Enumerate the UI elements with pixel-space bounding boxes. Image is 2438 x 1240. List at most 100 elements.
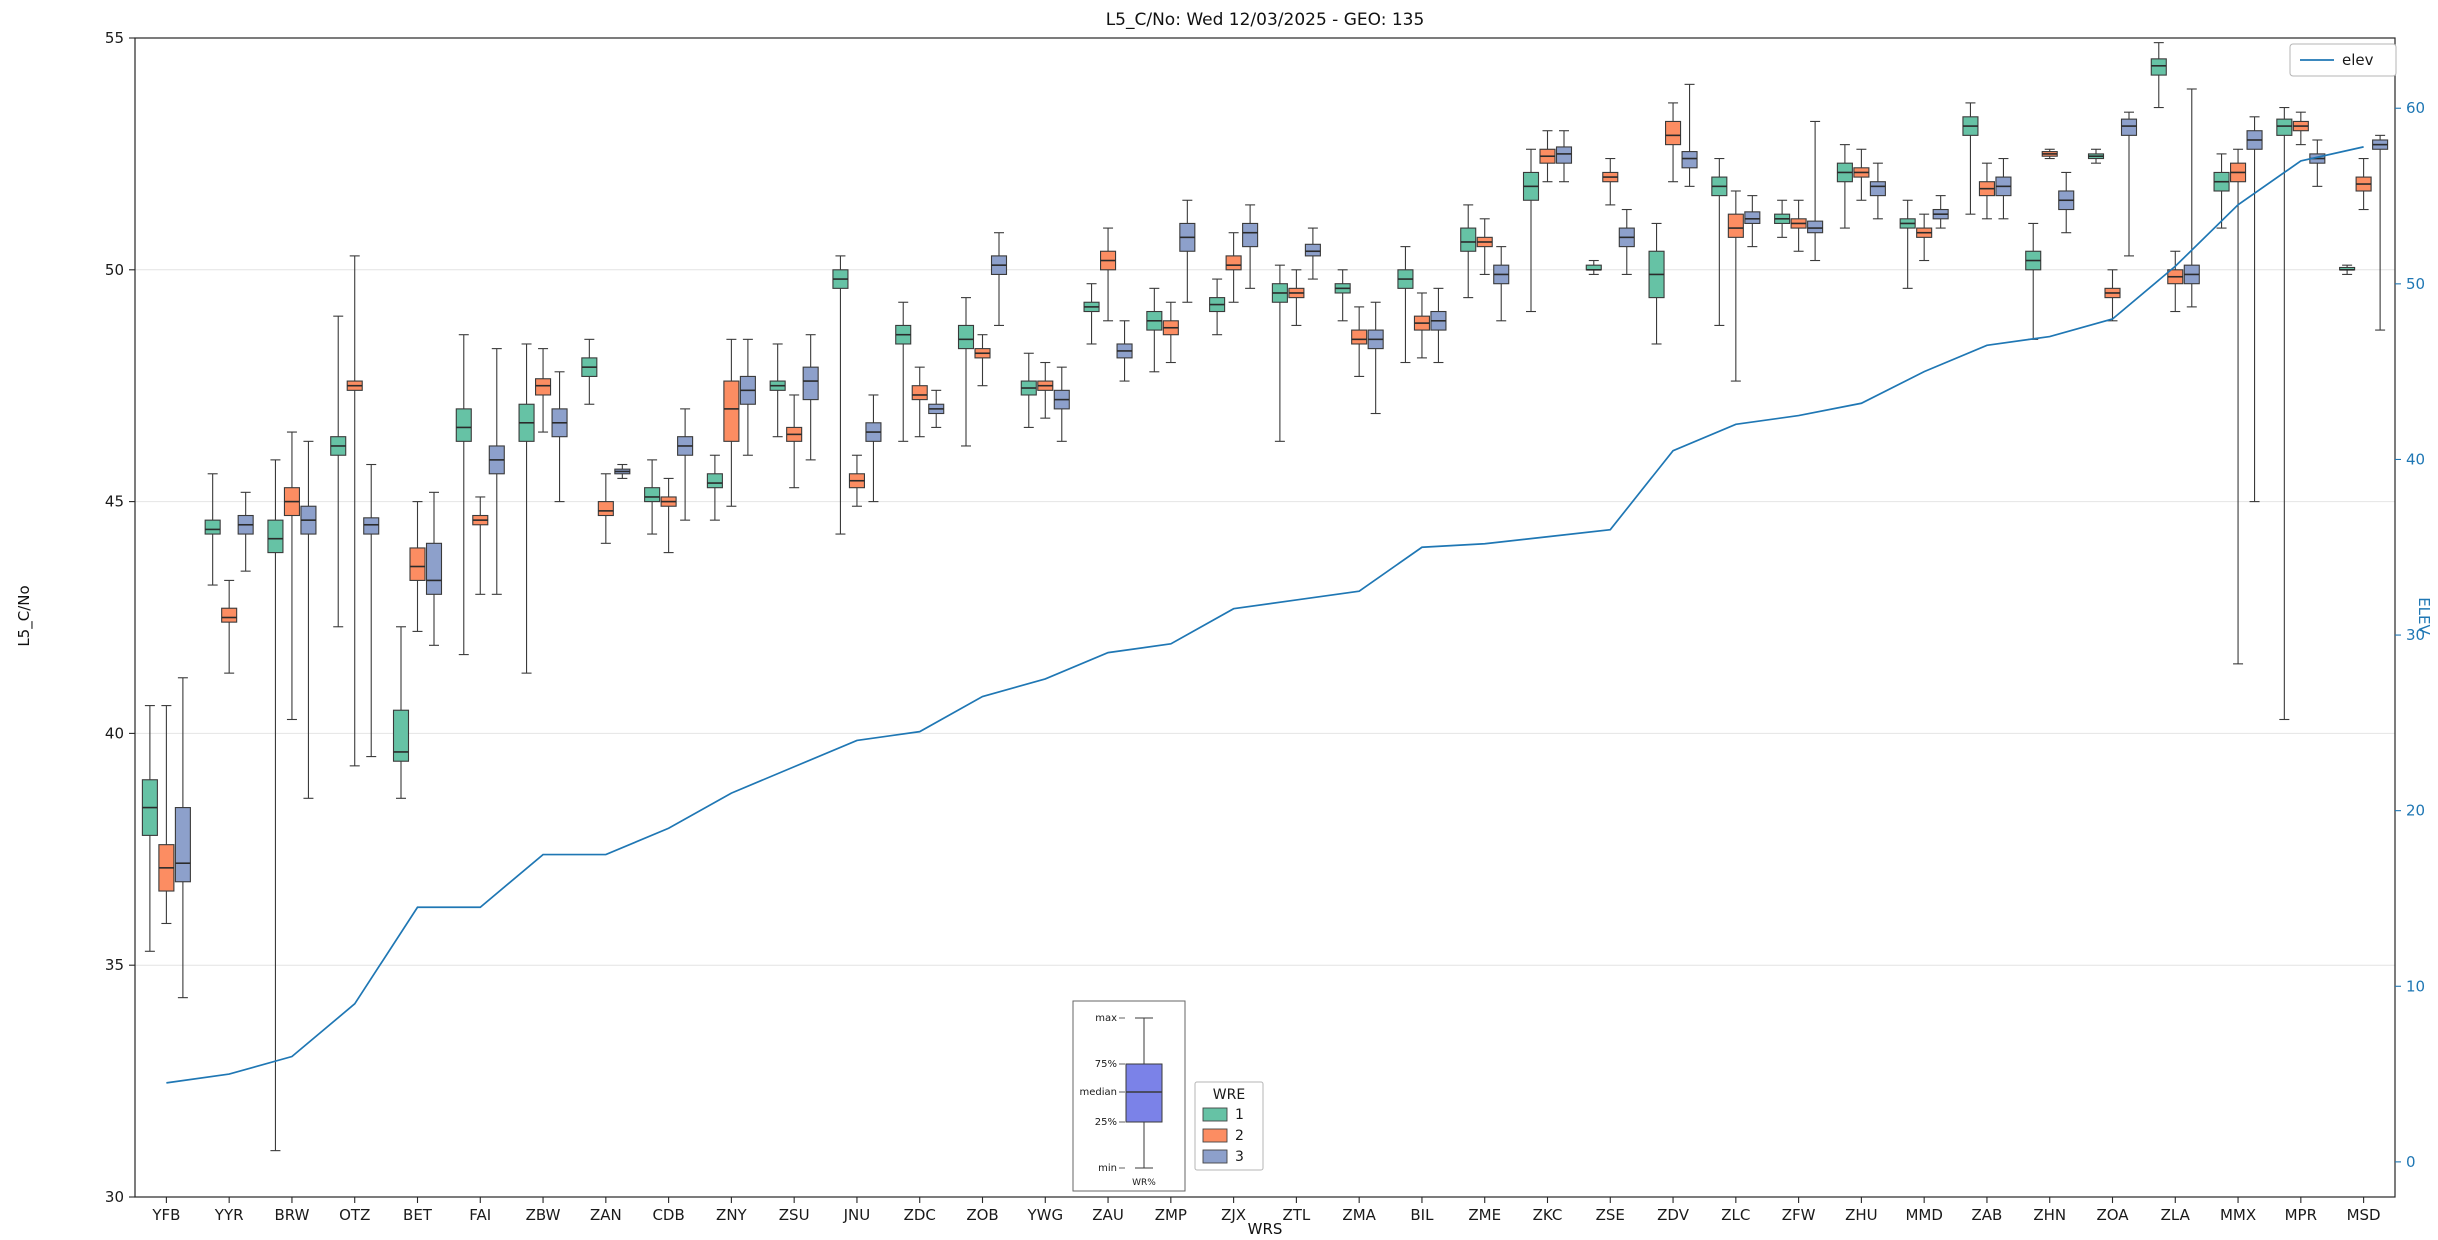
box-ZDV-wre2 bbox=[1665, 102, 1682, 183]
box-ZOA-wre3 bbox=[2120, 111, 2138, 257]
box-YFB-wre1 bbox=[141, 705, 158, 952]
box-ZDV-wre1 bbox=[1648, 222, 1665, 345]
box-ZAN-wre2 bbox=[597, 473, 614, 544]
box-BET-wre1 bbox=[392, 626, 410, 799]
x-tick-label: BRW bbox=[274, 1206, 309, 1224]
box-ZMA-wre2 bbox=[1351, 306, 1368, 377]
box-ZHN-wre1 bbox=[2025, 222, 2042, 340]
elev-legend: elev bbox=[2289, 43, 2397, 77]
box-ZOB-wre3 bbox=[990, 232, 1008, 326]
x-tick-label: MSD bbox=[2347, 1206, 2381, 1224]
box-ZKC-wre2 bbox=[1539, 130, 1556, 183]
box-ZOB-wre1 bbox=[957, 297, 975, 447]
x-tick-label: ZME bbox=[1468, 1206, 1501, 1224]
x-tick-label: ZMP bbox=[1155, 1206, 1187, 1224]
box-BIL-wre1 bbox=[1397, 246, 1414, 364]
x-tick-label: ZSU bbox=[779, 1206, 810, 1224]
wre-legend-swatch-2 bbox=[1202, 1128, 1228, 1143]
elev-legend-label: elev bbox=[2342, 51, 2374, 69]
wre-legend-swatch-3 bbox=[1202, 1149, 1228, 1164]
box-ZFW-wre2 bbox=[1790, 199, 1807, 252]
wre-series-2 bbox=[158, 102, 2372, 925]
left-tick-label: 50 bbox=[105, 261, 124, 279]
left-axis: 30 35 40 45 50 55 bbox=[105, 29, 135, 1206]
right-tick-label: 40 bbox=[2406, 450, 2425, 468]
x-tick-label: ZOA bbox=[2096, 1206, 2129, 1224]
wre-legend-swatch-1 bbox=[1202, 1107, 1228, 1122]
x-tick-label: ZHU bbox=[1845, 1206, 1878, 1224]
x-tick-label: YWG bbox=[1026, 1206, 1063, 1224]
x-tick-label: YFB bbox=[151, 1206, 180, 1224]
box-ZKC-wre3 bbox=[1555, 130, 1573, 183]
box-ZFW-wre1 bbox=[1774, 199, 1791, 238]
x-tick-label: ZDV bbox=[1657, 1206, 1690, 1224]
x-tick-label: ZLC bbox=[1721, 1206, 1750, 1224]
box-YYR-wre2 bbox=[221, 579, 238, 674]
left-tick-label: 40 bbox=[105, 724, 124, 742]
box-FAI-wre1 bbox=[455, 334, 472, 656]
box-CDB-wre3 bbox=[677, 408, 694, 521]
box-YFB-wre3 bbox=[174, 677, 191, 999]
box-ZDV-wre3 bbox=[1681, 83, 1698, 187]
box-JNU-wre1 bbox=[832, 255, 849, 535]
elev-line bbox=[166, 146, 2364, 1084]
box-ZMP-wre2 bbox=[1162, 301, 1179, 364]
box-OTZ-wre1 bbox=[330, 315, 347, 628]
box-ZHU-wre1 bbox=[1836, 144, 1853, 229]
box-OTZ-wre3 bbox=[363, 463, 380, 758]
inset-label: median bbox=[1080, 1087, 1118, 1098]
x-tick-label: ZDC bbox=[904, 1206, 936, 1224]
box-ZSE-wre1 bbox=[1585, 259, 1602, 275]
box-ZNY-wre2 bbox=[723, 338, 740, 507]
box-ZDC-wre2 bbox=[911, 366, 928, 438]
x-tick-label: ZAU bbox=[1092, 1206, 1124, 1224]
x-tick-label: JNU bbox=[843, 1206, 871, 1224]
wre-legend: WRE 1 2 3 bbox=[1194, 1081, 1264, 1171]
box-MMX-wre1 bbox=[2213, 153, 2230, 229]
box-MSD-wre3 bbox=[2372, 134, 2389, 331]
box-ZHU-wre3 bbox=[1869, 162, 1886, 220]
x-tick-label: ZAB bbox=[1972, 1206, 2003, 1224]
box-ZAU-wre2 bbox=[1100, 227, 1117, 322]
box-ZHN-wre3 bbox=[2058, 171, 2075, 234]
box-ZFW-wre3 bbox=[1807, 120, 1824, 262]
box-OTZ-wre2 bbox=[346, 255, 363, 767]
box-MMD-wre1 bbox=[1899, 199, 1916, 289]
box-BRW-wre2 bbox=[283, 431, 300, 721]
box-ZOA-wre2 bbox=[2104, 269, 2121, 322]
left-tick-label: 55 bbox=[105, 29, 124, 47]
wre-legend-label: 1 bbox=[1235, 1107, 1244, 1123]
right-y-axis-label: ELEV bbox=[2415, 597, 2433, 635]
inset-label: min bbox=[1098, 1163, 1117, 1174]
box-ZNY-wre3 bbox=[739, 338, 756, 456]
wre-legend-title: WRE bbox=[1213, 1087, 1245, 1103]
box-ZJX-wre3 bbox=[1242, 204, 1259, 289]
box-ZSE-wre3 bbox=[1618, 208, 1635, 275]
x-tick-label: ZHN bbox=[2033, 1206, 2066, 1224]
x-tick-label: ZBW bbox=[526, 1206, 561, 1224]
left-y-axis-label: L5_C/No bbox=[15, 585, 33, 647]
x-tick-label: BET bbox=[403, 1206, 433, 1224]
box-ZMP-wre3 bbox=[1179, 199, 1196, 303]
x-tick-label: ZTL bbox=[1282, 1206, 1310, 1224]
box-ZMA-wre1 bbox=[1334, 269, 1351, 322]
x-tick-label: MMX bbox=[2220, 1206, 2256, 1224]
x-tick-label: CDB bbox=[652, 1206, 684, 1224]
x-tick-label: MPR bbox=[2285, 1206, 2317, 1224]
inset-label: 25% bbox=[1095, 1117, 1117, 1128]
box-ZMA-wre3 bbox=[1367, 301, 1384, 415]
box-ZTL-wre2 bbox=[1288, 269, 1305, 326]
right-tick-label: 30 bbox=[2406, 626, 2425, 644]
box-MMD-wre3 bbox=[1932, 195, 1949, 229]
box-ZTL-wre1 bbox=[1271, 264, 1288, 442]
box-JNU-wre2 bbox=[848, 454, 865, 507]
box-ZDC-wre3 bbox=[928, 389, 945, 428]
right-tick-label: 20 bbox=[2406, 802, 2425, 820]
box-BET-wre2 bbox=[409, 501, 426, 632]
box-MSD-wre1 bbox=[2339, 264, 2356, 275]
box-ZAB-wre2 bbox=[1978, 162, 1995, 220]
plot-frame bbox=[134, 37, 2396, 1198]
box-ZJX-wre1 bbox=[1209, 278, 1226, 336]
